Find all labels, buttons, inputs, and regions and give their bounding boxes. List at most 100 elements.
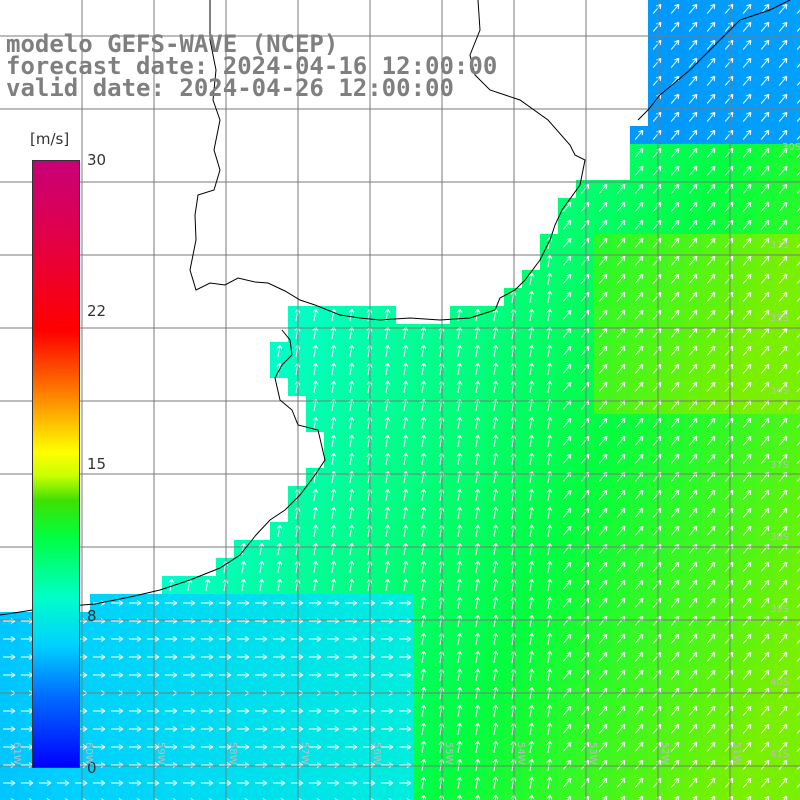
wind-arrow [562, 327, 572, 338]
wind-arrow [528, 272, 535, 285]
wind-arrow [670, 453, 680, 464]
wind-arrow [652, 201, 662, 212]
wind-arrow [652, 219, 662, 230]
wind-cell [54, 792, 72, 800]
wind-arrow [778, 273, 788, 284]
wind-arrow [291, 780, 304, 786]
wind-arrow [670, 381, 680, 392]
wind-arrow [706, 147, 716, 158]
wind-arrow [312, 524, 319, 537]
wind-arrow [562, 453, 572, 464]
wind-cell [306, 792, 324, 800]
wind-arrow [634, 795, 644, 800]
wind-arrow [420, 704, 427, 717]
wind-arrow [420, 596, 427, 609]
wind-arrow [796, 417, 800, 428]
wind-cell [792, 486, 800, 504]
wind-arrow [474, 794, 481, 800]
wind-cell [792, 180, 800, 198]
wind-arrow [147, 672, 160, 678]
wind-arrow [273, 780, 286, 786]
wind-arrow [598, 201, 608, 212]
wind-arrow [255, 744, 268, 750]
wind-arrow [165, 636, 178, 642]
wind-arrow [201, 654, 214, 660]
wind-arrow [724, 435, 734, 446]
wind-arrow [399, 726, 412, 732]
wind-arrow [742, 561, 752, 572]
wind-arrow [742, 417, 752, 428]
wind-arrow [706, 57, 716, 68]
wind-arrow [168, 578, 175, 591]
wind-arrow [688, 417, 698, 428]
wind-arrow [580, 237, 590, 248]
wind-cell [738, 792, 756, 800]
wind-arrow [546, 380, 553, 393]
forecast-date: forecast date: 2024-04-16 12:00:00 [6, 52, 498, 80]
wind-arrow [312, 344, 319, 357]
wind-arrow [474, 506, 481, 519]
wind-arrow [778, 201, 788, 212]
wind-arrow [420, 632, 427, 645]
wind-arrow [796, 93, 800, 104]
wind-arrow [634, 183, 644, 194]
wind-arrow [760, 723, 770, 734]
wind-arrow [670, 705, 680, 716]
wind-arrow [147, 654, 160, 660]
wind-arrow [706, 777, 716, 788]
wind-arrow [384, 452, 391, 465]
wind-arrow [474, 308, 481, 321]
wind-arrow [742, 165, 752, 176]
wind-arrow [580, 201, 590, 212]
wind-cell [792, 540, 800, 558]
wind-arrow [760, 165, 770, 176]
wind-arrow [219, 780, 232, 786]
wind-arrow [670, 183, 680, 194]
wind-arrow [688, 345, 698, 356]
wind-arrow [706, 507, 716, 518]
wind-arrow [706, 255, 716, 266]
wind-arrow [147, 744, 160, 750]
wind-arrow [760, 633, 770, 644]
wind-cell [72, 792, 90, 800]
wind-arrow [492, 524, 499, 537]
wind-arrow [760, 21, 770, 32]
wind-cell [162, 792, 180, 800]
wind-cell [198, 792, 216, 800]
wind-arrow [742, 111, 752, 122]
wind-arrow [778, 147, 788, 158]
wind-arrow [742, 633, 752, 644]
wind-arrow [309, 672, 322, 678]
wind-arrow [634, 489, 644, 500]
wind-arrow [562, 597, 572, 608]
wind-arrow [345, 654, 358, 660]
wind-arrow [345, 636, 358, 642]
wind-arrow [255, 636, 268, 642]
wind-cell [792, 630, 800, 648]
wind-arrow [363, 780, 376, 786]
wind-arrow [688, 669, 698, 680]
wind-arrow [796, 201, 800, 212]
wind-arrow [724, 3, 734, 14]
wind-arrow [778, 453, 788, 464]
wind-arrow [652, 75, 662, 86]
colorbar-tick-22: 22 [87, 302, 107, 320]
wind-arrow [528, 722, 535, 735]
wind-arrow [616, 777, 626, 788]
wind-arrow [330, 434, 337, 447]
wind-arrow [742, 435, 752, 446]
wind-arrow [670, 201, 680, 212]
wind-arrow [528, 416, 535, 429]
wind-arrow [291, 744, 304, 750]
wind-arrow [183, 744, 196, 750]
wind-arrow [474, 452, 481, 465]
wind-arrow [598, 183, 608, 194]
wind-arrow [760, 705, 770, 716]
wind-arrow [652, 417, 662, 428]
wind-arrow [546, 632, 553, 645]
lon-label: 52W [659, 742, 670, 765]
wind-arrow [345, 708, 358, 714]
wind-arrow [760, 489, 770, 500]
wind-arrow [796, 111, 800, 122]
lon-label: 54W [515, 742, 526, 765]
